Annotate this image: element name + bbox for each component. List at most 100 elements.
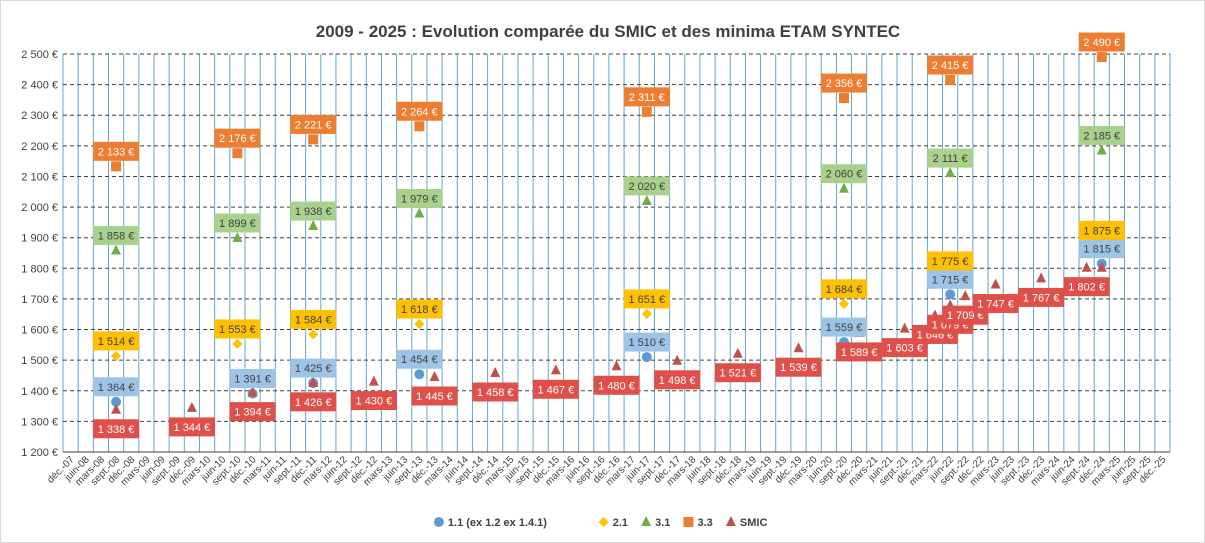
- legend: 1.1 (ex 1.2 ex 1.4.1) 2.1 3.1 3.3 SMIC: [433, 516, 767, 529]
- legend-marker-3-3: [683, 517, 694, 527]
- data-label-box-smic: [229, 402, 276, 422]
- data-label-box-2-1: [1078, 220, 1125, 240]
- point-smic: [1096, 261, 1107, 272]
- data-label-smic: 1 338 €: [98, 424, 135, 436]
- data-label-box-smic: [1063, 277, 1110, 297]
- data-label-1-1-ex-1-2-ex-1-4-1: 1 364 €: [98, 382, 135, 394]
- point-smic: [368, 375, 379, 386]
- point-smic: [732, 347, 743, 358]
- data-label-box-1-1-ex-1-2-ex-1-4-1: [1078, 239, 1125, 259]
- chart-title: 2009 - 2025 : Evolution comparée du SMIC…: [316, 22, 900, 41]
- y-tick-label: 2 500 €: [21, 49, 58, 61]
- data-label-box-2-1: [927, 251, 974, 271]
- legend-marker-1-1-ex-1-2-ex-1-4-1: [433, 517, 444, 527]
- data-label-3-3: 2 311 €: [629, 92, 665, 104]
- data-label-box-3-3: [93, 141, 140, 161]
- data-label-smic: 1 480 €: [598, 380, 635, 392]
- data-label-box-3-3: [214, 128, 261, 148]
- data-label-box-3-1: [820, 164, 867, 184]
- legend-label-2-1: 2.1: [613, 517, 628, 529]
- data-label-box-smic: [168, 417, 215, 437]
- data-label-box-2-1: [623, 289, 670, 309]
- point-2-1: [414, 319, 425, 330]
- data-label-box-3-3: [1078, 32, 1125, 52]
- point-2-1: [838, 298, 849, 309]
- point-smic: [611, 360, 622, 371]
- data-label-box-3-3: [820, 73, 867, 93]
- point-smic: [960, 290, 971, 301]
- legend-label-1-1-ex-1-2-ex-1-4-1: 1.1 (ex 1.2 ex 1.4.1): [448, 517, 547, 529]
- point-1-1-ex-1-2-ex-1-4-1: [111, 396, 122, 407]
- data-label-2-1: 1 553 €: [219, 324, 256, 336]
- data-label-3-3: 2 490 €: [1083, 37, 1120, 49]
- data-label-box-smic: [93, 419, 140, 439]
- point-smic: [308, 376, 319, 387]
- data-label-3-1: 2 185 €: [1083, 130, 1120, 142]
- data-label-box-1-1-ex-1-2-ex-1-4-1: [229, 369, 276, 389]
- data-label-box-1-1-ex-1-2-ex-1-4-1: [820, 317, 867, 337]
- point-smic: [899, 322, 910, 333]
- data-label-2-1: 1 514 €: [98, 336, 135, 348]
- y-tick-label: 1 300 €: [21, 416, 58, 428]
- data-label-3-1: 1 899 €: [219, 218, 256, 230]
- data-label-smic: 1 709 €: [947, 310, 984, 322]
- data-label-box-3-1: [1078, 125, 1125, 145]
- y-tick-label: 2 200 €: [21, 141, 58, 153]
- data-label-smic: 1 498 €: [659, 375, 696, 387]
- data-labels: 1 364 € 1 391 € 1 425 € 1 454 € 1 510 € 1 559…: [93, 32, 1125, 439]
- data-label-box-3-3: [927, 55, 974, 75]
- point-smic: [429, 370, 440, 381]
- data-label-1-1-ex-1-2-ex-1-4-1: 1 559 €: [826, 322, 863, 334]
- data-label-box-smic: [836, 342, 883, 362]
- data-label-box-1-1-ex-1-2-ex-1-4-1: [93, 377, 140, 397]
- y-tick-label: 1 900 €: [21, 233, 58, 245]
- point-smic: [1036, 272, 1047, 283]
- y-tick-label: 2 300 €: [21, 110, 58, 122]
- data-label-smic: 1 802 €: [1068, 282, 1105, 294]
- data-label-smic: 1 767 €: [1023, 292, 1060, 304]
- data-label-3-3: 2 415 €: [932, 60, 969, 72]
- data-label-3-3: 2 133 €: [98, 146, 135, 158]
- point-3-1: [308, 220, 319, 231]
- data-label-box-smic: [775, 357, 822, 377]
- legend-marker-3-1: [641, 516, 652, 526]
- data-label-smic: 1 603 €: [886, 343, 923, 355]
- data-label-box-smic: [532, 379, 579, 399]
- data-label-1-1-ex-1-2-ex-1-4-1: 1 815 €: [1083, 244, 1120, 256]
- data-label-box-smic: [411, 386, 458, 406]
- point-3-3: [838, 93, 849, 104]
- point-3-1: [414, 207, 425, 218]
- point-1-1-ex-1-2-ex-1-4-1: [414, 369, 425, 380]
- data-label-box-1-1-ex-1-2-ex-1-4-1: [927, 269, 974, 289]
- data-label-1-1-ex-1-2-ex-1-4-1: 1 715 €: [932, 274, 969, 286]
- y-tick-label: 2 100 €: [21, 171, 58, 183]
- data-label-1-1-ex-1-2-ex-1-4-1: 1 454 €: [401, 354, 438, 366]
- data-label-2-1: 1 651 €: [628, 294, 665, 306]
- data-label-1-1-ex-1-2-ex-1-4-1: 1 425 €: [295, 363, 332, 375]
- point-2-1: [308, 329, 319, 340]
- data-label-box-3-3: [290, 114, 337, 134]
- data-label-box-2-1: [93, 331, 140, 351]
- point-3-1: [232, 231, 243, 242]
- point-smic: [550, 364, 561, 375]
- data-label-box-1-1-ex-1-2-ex-1-4-1: [396, 349, 443, 369]
- point-3-3: [945, 75, 956, 86]
- data-label-smic: 1 467 €: [537, 384, 574, 396]
- point-smic: [990, 278, 1001, 289]
- point-3-3: [111, 161, 122, 172]
- point-smic: [1081, 261, 1092, 272]
- data-label-smic: 1 747 €: [977, 299, 1014, 311]
- point-1-1-ex-1-2-ex-1-4-1: [945, 289, 956, 300]
- data-label-2-1: 1 684 €: [826, 284, 863, 296]
- point-smic: [247, 386, 258, 397]
- y-tick-label: 2 400 €: [21, 80, 58, 92]
- data-label-box-1-1-ex-1-2-ex-1-4-1: [290, 358, 337, 378]
- data-label-box-3-3: [623, 87, 670, 107]
- data-label-box-2-1: [290, 309, 337, 329]
- data-label-box-3-1: [396, 189, 443, 209]
- data-label-box-smic: [472, 382, 519, 402]
- data-label-box-2-1: [214, 319, 261, 339]
- point-3-3: [1096, 52, 1107, 63]
- y-tick-label: 1 500 €: [21, 355, 58, 367]
- data-label-box-1-1-ex-1-2-ex-1-4-1: [623, 332, 670, 352]
